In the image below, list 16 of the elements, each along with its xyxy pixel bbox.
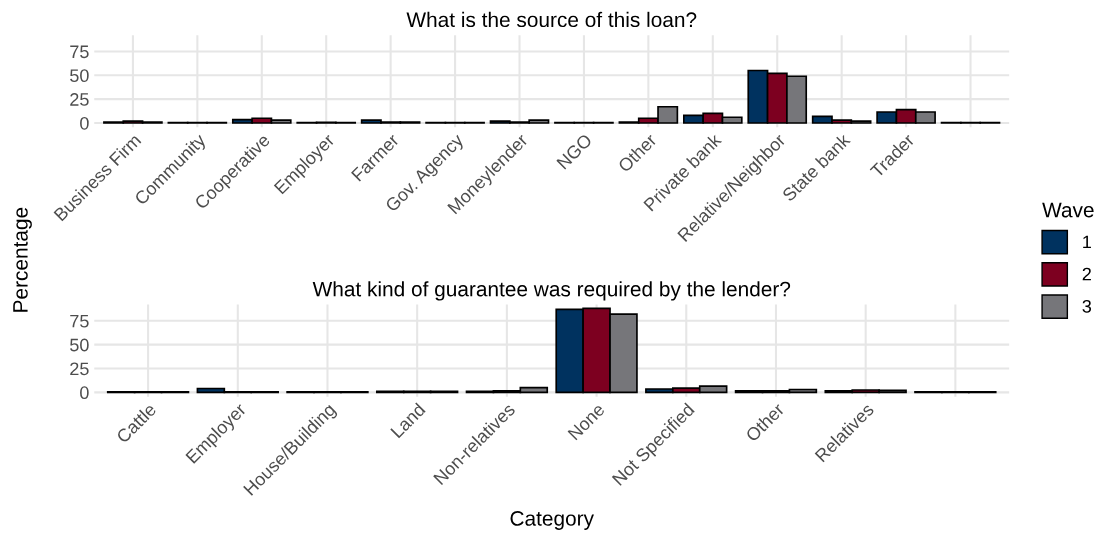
legend-label: 3 xyxy=(1082,299,1092,313)
legend-label: 2 xyxy=(1082,267,1091,281)
chart-title: What kind of guarantee was required by the lender? xyxy=(312,281,791,301)
x-axis-title: Category xyxy=(510,511,594,530)
y-tick-label: 0 xyxy=(80,116,89,130)
y-tick-label: 25 xyxy=(70,93,89,106)
y-axis-title: Percentage xyxy=(13,207,32,312)
chart-title: What is the source of this loan? xyxy=(406,11,697,28)
legend-label: 1 xyxy=(1083,235,1091,249)
y-tick-label: 50 xyxy=(70,338,89,352)
y-tick-label: 25 xyxy=(70,362,89,376)
y-tick-label: 75 xyxy=(70,45,89,59)
y-tick-label: 50 xyxy=(70,69,89,83)
y-tick-label: 75 xyxy=(70,314,89,328)
y-tick-label: 0 xyxy=(80,386,89,400)
legend-title: Wave xyxy=(1042,202,1094,218)
